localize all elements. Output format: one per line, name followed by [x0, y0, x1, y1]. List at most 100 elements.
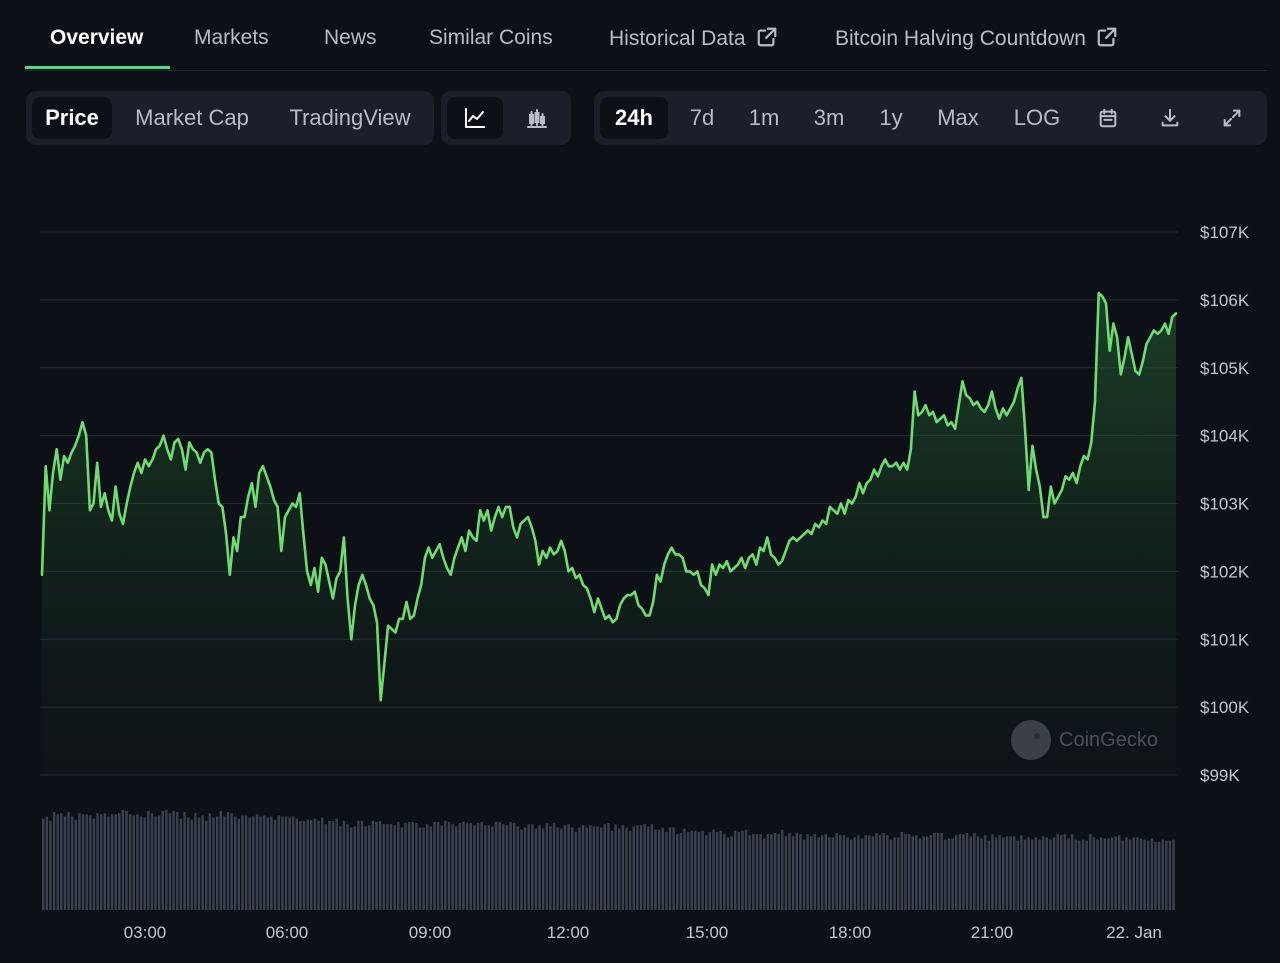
- range-1y-button[interactable]: 1y: [879, 105, 903, 130]
- volume-bar: [871, 836, 875, 910]
- tab-overview[interactable]: Overview: [50, 26, 143, 50]
- volume-bar: [1020, 835, 1023, 910]
- volume-bar: [951, 838, 954, 910]
- volume-bar: [1027, 837, 1030, 910]
- volume-bar: [820, 835, 824, 910]
- volume-bar: [237, 818, 241, 910]
- y-tick-label: $106K: [1200, 291, 1250, 310]
- range-3m-button[interactable]: 3m: [813, 105, 845, 130]
- volume-bar: [926, 836, 929, 910]
- volume-bar: [458, 823, 462, 910]
- download-button[interactable]: [1146, 97, 1194, 139]
- volume-bar: [618, 828, 621, 910]
- volume-bar: [418, 827, 422, 910]
- volume-bar: [610, 830, 614, 910]
- volume-bar: [49, 820, 52, 910]
- volume-bar: [125, 811, 128, 910]
- price-button[interactable]: Price: [32, 97, 112, 139]
- volume-bar: [570, 827, 574, 910]
- volume-bar: [426, 824, 429, 910]
- volume-bar: [1096, 839, 1099, 910]
- y-tick-label: $105K: [1200, 359, 1250, 378]
- volume-bar: [259, 816, 262, 910]
- calendar-button[interactable]: [1084, 97, 1132, 139]
- volume-bar: [469, 823, 472, 910]
- volume-bar: [1161, 839, 1164, 910]
- volume-bar: [563, 825, 567, 910]
- volume-bar: [241, 815, 244, 910]
- volume-bar: [628, 830, 632, 910]
- tab-bitcoin-halving-countdown[interactable]: Bitcoin Halving Countdown: [835, 26, 1118, 51]
- volume-bar: [1031, 839, 1034, 910]
- volume-bar: [389, 824, 393, 910]
- volume-bar: [1128, 839, 1132, 910]
- volume-bar: [759, 834, 762, 910]
- volume-bar: [607, 823, 610, 910]
- tab-news-label: News: [324, 26, 377, 49]
- volume-bar: [810, 836, 813, 910]
- x-tick-label: 09:00: [409, 923, 452, 942]
- range-1m-button[interactable]: 1m: [748, 105, 780, 130]
- volume-bar: [556, 827, 559, 910]
- volume-bar: [368, 825, 371, 910]
- volume-bar: [364, 826, 367, 910]
- fullscreen-button[interactable]: [1208, 97, 1256, 139]
- range-max-button[interactable]: Max: [937, 105, 979, 130]
- volume-bar: [770, 834, 773, 910]
- y-tick-label: $101K: [1200, 630, 1250, 649]
- volume-bar: [74, 819, 78, 910]
- x-tick-label: 22. Jan: [1106, 923, 1162, 942]
- tab-similar-coins[interactable]: Similar Coins: [429, 26, 553, 50]
- volume-bars: [42, 809, 1175, 910]
- volume-bar: [118, 813, 121, 910]
- range-7d-button[interactable]: 7d: [689, 105, 715, 130]
- volume-bar: [944, 839, 947, 910]
- x-tick-label: 18:00: [829, 923, 872, 942]
- volume-bar: [1125, 837, 1128, 910]
- volume-bar: [1063, 834, 1067, 910]
- volume-bar: [1016, 840, 1020, 910]
- volume-bar: [99, 814, 103, 910]
- tab-similar-coins-label: Similar Coins: [429, 26, 553, 49]
- volume-bar: [284, 816, 288, 910]
- volume-bar: [527, 824, 530, 910]
- volume-bar: [70, 816, 74, 910]
- range-24h-button[interactable]: 24h: [600, 97, 668, 139]
- volume-bar: [1045, 837, 1048, 910]
- market-cap-button[interactable]: Market Cap: [135, 105, 249, 130]
- volume-bar: [712, 829, 715, 910]
- tab-historical-data[interactable]: Historical Data: [609, 26, 778, 51]
- volume-bar: [784, 836, 788, 910]
- volume-bar: [1147, 840, 1150, 910]
- volume-bar: [545, 823, 549, 910]
- volume-bar: [320, 817, 324, 910]
- volume-bar: [1157, 841, 1161, 910]
- volume-bar: [1002, 837, 1005, 910]
- volume-bar: [516, 826, 520, 910]
- volume-bar: [150, 813, 154, 910]
- candlestick-chart-button[interactable]: [509, 97, 565, 139]
- volume-bar: [440, 825, 443, 910]
- volume-bar: [215, 816, 219, 910]
- line-chart-button[interactable]: [447, 97, 503, 139]
- volume-bar: [1114, 836, 1117, 910]
- volume-bar: [567, 824, 570, 910]
- volume-bar: [1121, 840, 1125, 910]
- volume-bar: [719, 830, 722, 910]
- volume-bar: [828, 837, 831, 910]
- volume-bar: [219, 811, 222, 910]
- volume-bar: [661, 827, 664, 910]
- volume-bar: [1089, 834, 1092, 910]
- log-scale-button[interactable]: LOG: [1013, 105, 1061, 130]
- tab-markets[interactable]: Markets: [194, 26, 269, 50]
- volume-bar: [67, 812, 70, 910]
- volume-bar: [1034, 837, 1038, 910]
- volume-bar: [730, 836, 733, 910]
- volume-bar: [665, 831, 668, 910]
- volume-bar: [92, 818, 96, 910]
- volume-bar: [186, 817, 190, 910]
- tab-news[interactable]: News: [324, 26, 377, 50]
- volume-bar: [230, 813, 233, 910]
- tradingview-button[interactable]: TradingView: [289, 105, 411, 130]
